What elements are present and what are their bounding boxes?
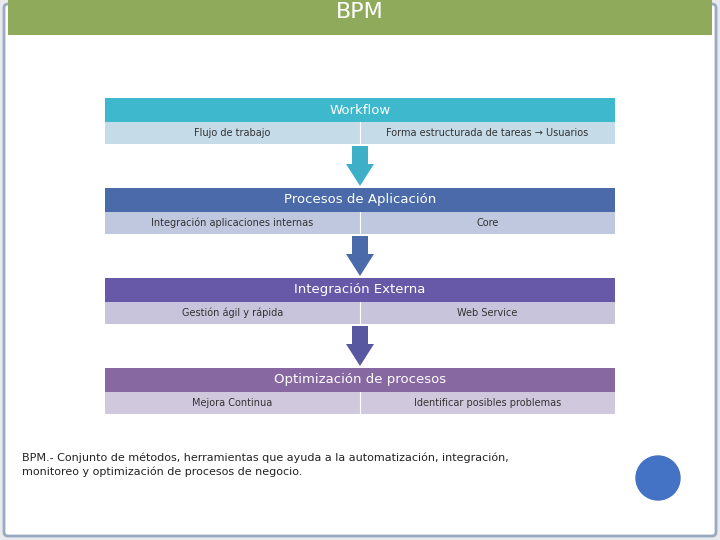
Text: Integración Externa: Integración Externa: [294, 284, 426, 296]
Text: Optimización de procesos: Optimización de procesos: [274, 374, 446, 387]
Circle shape: [636, 456, 680, 500]
Polygon shape: [346, 236, 374, 276]
Text: Identificar posibles problemas: Identificar posibles problemas: [414, 398, 561, 408]
Bar: [105, 98, 615, 122]
Polygon shape: [346, 326, 374, 366]
Text: BPM: BPM: [336, 3, 384, 23]
Text: BPM.- Conjunto de métodos, herramientas que ayuda a la automatización, integraci: BPM.- Conjunto de métodos, herramientas …: [22, 453, 509, 463]
Text: Workflow: Workflow: [329, 104, 391, 117]
Text: Gestión ágil y rápida: Gestión ágil y rápida: [182, 308, 283, 318]
Bar: [105, 368, 615, 392]
Text: Forma estructurada de tareas → Usuarios: Forma estructurada de tareas → Usuarios: [387, 128, 589, 138]
Text: Mejora Continua: Mejora Continua: [192, 398, 273, 408]
Bar: [105, 278, 615, 302]
Bar: [8, 0, 712, 35]
Text: monitoreo y optimización de procesos de negocio.: monitoreo y optimización de procesos de …: [22, 467, 302, 477]
Text: Procesos de Aplicación: Procesos de Aplicación: [284, 193, 436, 206]
Bar: [105, 122, 615, 144]
Bar: [105, 392, 615, 414]
Bar: [105, 302, 615, 324]
Polygon shape: [346, 146, 374, 186]
Text: Integración aplicaciones internas: Integración aplicaciones internas: [151, 218, 314, 228]
Bar: [105, 212, 615, 234]
FancyBboxPatch shape: [4, 4, 716, 536]
Text: Core: Core: [477, 218, 499, 228]
Text: Flujo de trabajo: Flujo de trabajo: [194, 128, 271, 138]
Text: Web Service: Web Service: [457, 308, 518, 318]
Bar: [105, 188, 615, 212]
